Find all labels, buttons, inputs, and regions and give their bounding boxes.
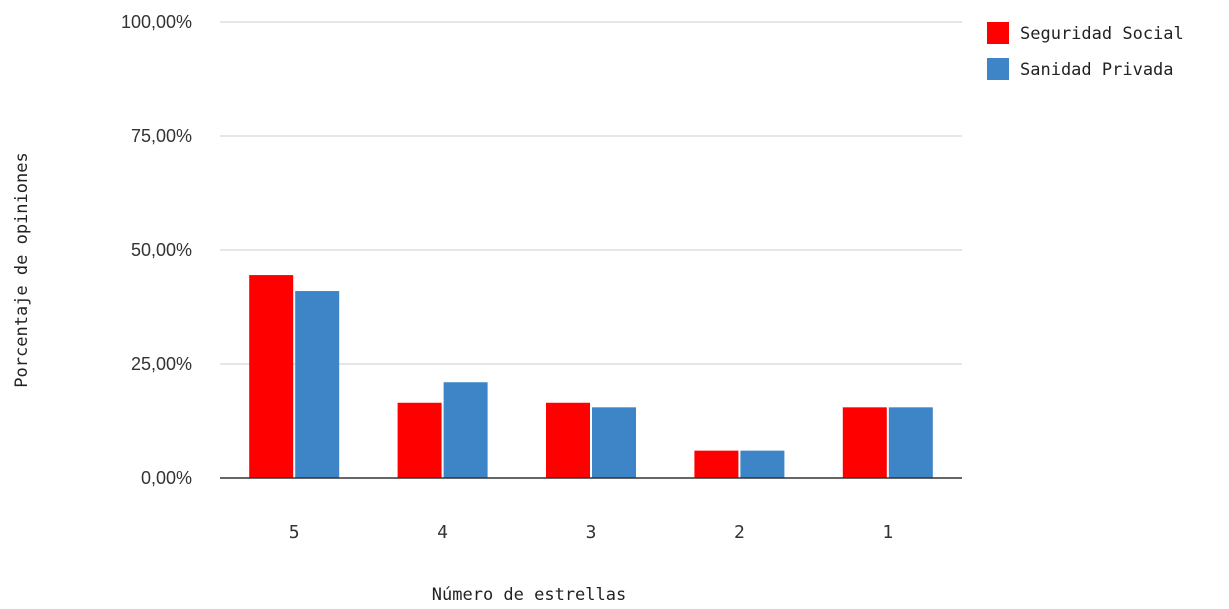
legend-label: Sanidad Privada <box>1020 60 1174 80</box>
x-axis-ticks: 5 4 3 2 1 <box>289 522 893 543</box>
bar-sanidad-privada-1[interactable] <box>888 407 933 478</box>
x-tick-label: 5 <box>289 522 300 543</box>
y-tick-label: 75,00% <box>131 126 192 146</box>
bar-seguridad-social-5[interactable] <box>249 275 294 478</box>
legend-swatch <box>987 58 1009 80</box>
y-tick-label: 50,00% <box>131 240 192 260</box>
bars <box>249 275 933 478</box>
bar-seguridad-social-1[interactable] <box>842 407 887 478</box>
x-tick-label: 3 <box>586 522 597 543</box>
y-tick-label: 100,00% <box>121 12 192 32</box>
bar-seguridad-social-2[interactable] <box>694 450 739 478</box>
bar-sanidad-privada-4[interactable] <box>443 382 488 478</box>
bar-sanidad-privada-3[interactable] <box>592 407 636 478</box>
bar-seguridad-social-4[interactable] <box>397 402 442 478</box>
legend: Seguridad Social Sanidad Privada <box>987 22 1184 80</box>
bar-sanidad-privada-2[interactable] <box>740 450 785 478</box>
bar-seguridad-social-3[interactable] <box>546 402 590 478</box>
gridlines <box>220 21 962 365</box>
bar-sanidad-privada-5[interactable] <box>295 291 340 478</box>
legend-swatch <box>987 22 1009 44</box>
x-tick-label: 2 <box>734 522 745 543</box>
x-axis-title: Número de estrellas <box>432 585 626 605</box>
x-tick-label: 1 <box>882 522 893 543</box>
y-tick-label: 25,00% <box>131 354 192 374</box>
y-tick-label: 0,00% <box>141 468 192 488</box>
y-axis-ticks: 0,00% 25,00% 50,00% 75,00% 100,00% <box>121 12 192 488</box>
y-axis-title: Porcentaje de opiniones <box>12 152 32 387</box>
x-tick-label: 4 <box>437 522 448 543</box>
legend-label: Seguridad Social <box>1020 24 1184 44</box>
